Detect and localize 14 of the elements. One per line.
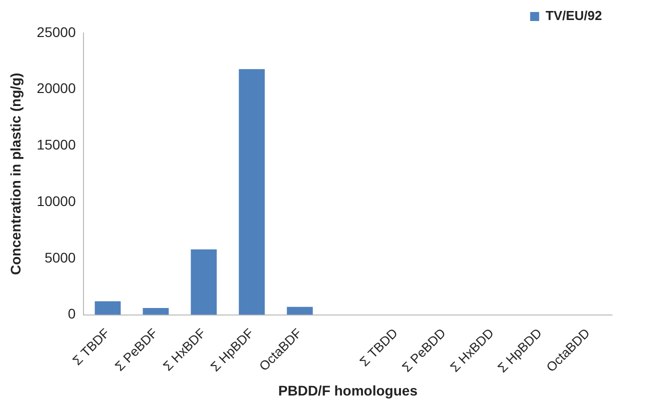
x-axis-title: PBDD/F homologues [278, 382, 418, 398]
y-tick-label: 10000 [36, 192, 76, 209]
y-tick-label: 5000 [44, 249, 76, 266]
bar [190, 249, 217, 315]
bar [142, 308, 169, 315]
y-tick-label: 15000 [36, 136, 76, 153]
y-axis-title: Concentration in plastic (ng/g) [7, 72, 24, 276]
legend-label: TV/EU/92 [546, 8, 602, 24]
bar [238, 69, 265, 315]
y-tick-label: 0 [68, 306, 76, 322]
y-tick-label: 20000 [36, 80, 76, 96]
y-tick-label: 25000 [36, 24, 76, 40]
bar [286, 306, 313, 315]
bar [94, 301, 121, 315]
